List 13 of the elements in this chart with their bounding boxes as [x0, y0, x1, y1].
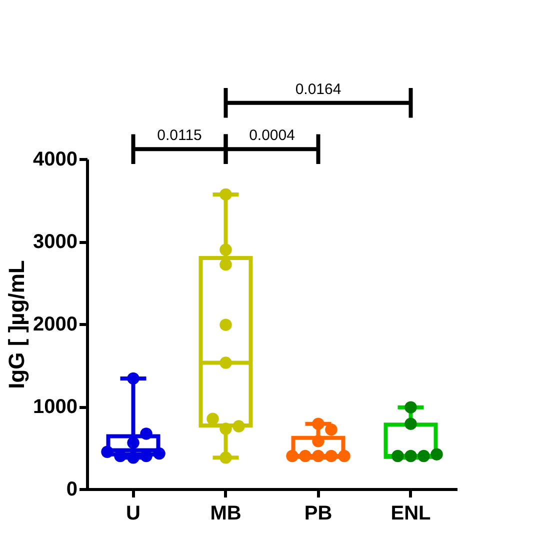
x-tick-label: U — [126, 502, 140, 524]
y-tick-label: 4000 — [33, 148, 78, 170]
x-tick-label: ENL — [390, 502, 431, 524]
y-tick-label: 1000 — [33, 396, 78, 418]
x-tick-label: MB — [210, 502, 242, 524]
y-tick-label: 2000 — [33, 314, 78, 336]
y-tick-label: 0 — [66, 478, 78, 500]
text: 0.0004 — [249, 127, 295, 144]
x-tick-label: PB — [304, 502, 332, 524]
text: 0.0164 — [295, 80, 342, 98]
text: 0.0115 — [157, 127, 202, 144]
y-tick-label: 3000 — [33, 231, 78, 253]
y-axis-title: IgG [ ]µg/mL — [4, 260, 30, 389]
